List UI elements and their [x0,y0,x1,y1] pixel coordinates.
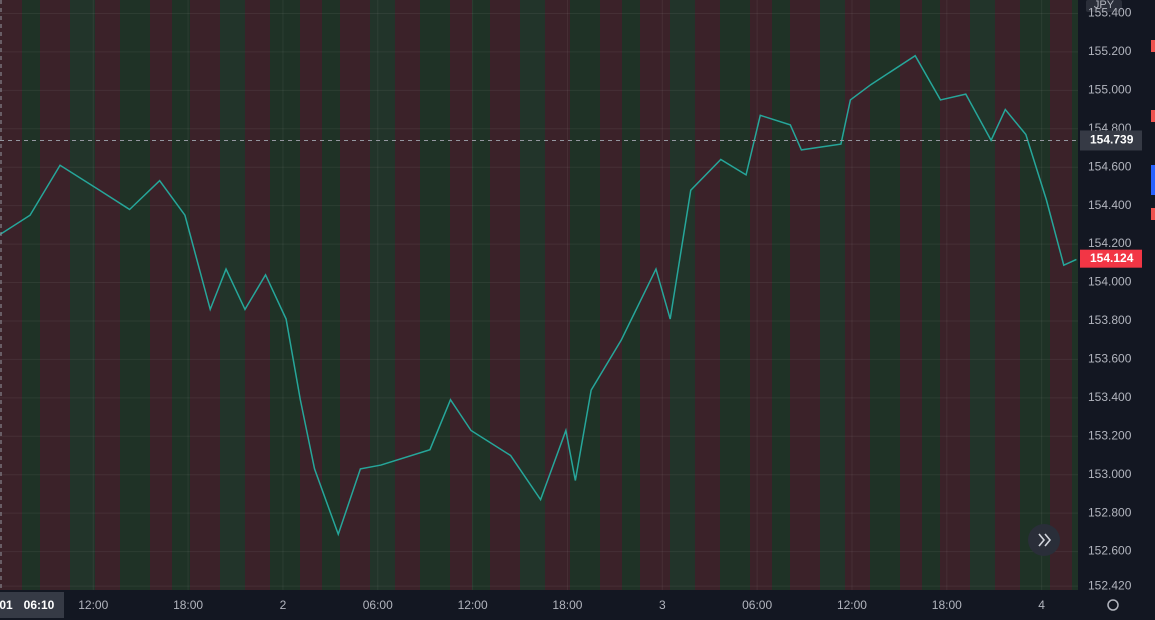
last-price-box [1080,249,1142,268]
x-tick-label: 18:00 [552,598,582,612]
y-tick-label: 153.000 [1088,467,1132,481]
y-tick-label: 154.400 [1088,198,1132,212]
y-tick-label: 152.420 [1088,578,1132,592]
y-tick-label: 153.800 [1088,313,1132,327]
session-background [0,0,1078,590]
x-tick-label: 12:00 [837,598,867,612]
y-tick-label: 152.600 [1088,544,1132,558]
crosshair-price-box [1080,130,1142,151]
price-line [0,54,1077,537]
side-marker [1151,110,1155,122]
y-tick-label: 155.200 [1088,44,1132,58]
x-tick-label: 18:00 [173,598,203,612]
x-tick-label: 12:00 [458,598,488,612]
y-tick-label: 154.000 [1088,275,1132,289]
y-tick-label: 155.000 [1088,82,1132,96]
crosshair-time-box [0,592,64,618]
x-tick-label: 4 [1038,598,1045,612]
x-tick-label: 06:00 [742,598,772,612]
y-tick-label: 153.400 [1088,390,1132,404]
y-tick-label: 152.800 [1088,505,1132,519]
side-marker [1151,40,1155,52]
crosshair-date: 01 [0,598,13,612]
x-tick-label: 06:00 [363,598,393,612]
x-tick-label: 3 [659,598,666,612]
y-tick-label: 153.200 [1088,428,1132,442]
y-tick-label: 153.600 [1088,352,1132,366]
price-axis [1078,0,1155,620]
currency-label[interactable]: JPY [1094,0,1115,11]
settings-button[interactable] [1107,599,1119,611]
scroll-icon [1038,533,1052,547]
time-axis [0,590,1078,620]
x-tick-label: 18:00 [932,598,962,612]
currency-button[interactable] [1086,0,1122,12]
y-tick-label: 155.400 [1088,6,1132,20]
y-tick-label: 154.200 [1088,236,1132,250]
x-tick-label: 12:00 [78,598,108,612]
crosshair-time: 06:10 [24,598,55,612]
side-marker [1151,208,1155,220]
side-marker [1151,165,1155,195]
crosshair-price-label: 154.739 [1090,133,1134,147]
y-tick-label: 154.600 [1088,159,1132,173]
last-price-label: 154.124 [1090,251,1134,265]
x-tick-label: 2 [280,598,287,612]
